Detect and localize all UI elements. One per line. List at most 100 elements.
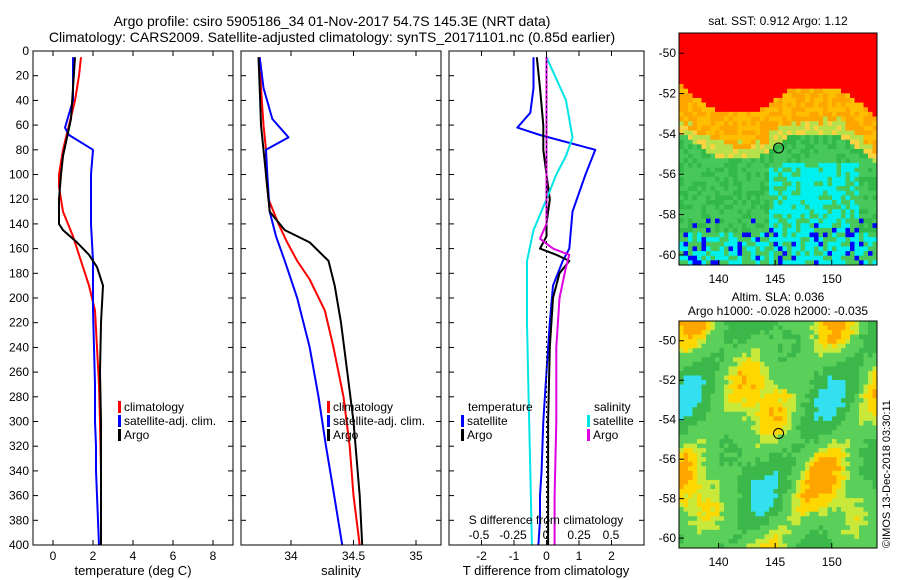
map-cell xyxy=(809,255,815,261)
legend-swatch-argo xyxy=(118,429,121,441)
map-cell xyxy=(773,479,779,485)
map-cell xyxy=(791,60,797,66)
map-cell xyxy=(827,520,833,526)
map-cell xyxy=(724,361,729,367)
map-cell xyxy=(850,88,855,94)
map-cell xyxy=(742,79,747,85)
map-cell xyxy=(827,538,833,544)
credit-text: ©IMOS 13-Dec-2018 03:30:11 xyxy=(881,400,893,548)
map-cell xyxy=(742,190,747,196)
map-cell xyxy=(868,461,873,467)
map-cell xyxy=(827,88,833,94)
map-cell xyxy=(683,186,689,192)
map-cell xyxy=(868,111,873,117)
map-cell xyxy=(746,357,752,363)
map-cell xyxy=(706,493,711,499)
map-cell xyxy=(742,97,747,103)
map-cell xyxy=(859,255,864,261)
map-cell xyxy=(688,74,693,80)
map-cell xyxy=(845,111,851,117)
map-cell xyxy=(845,461,851,467)
map-cell xyxy=(679,511,684,517)
map-cell xyxy=(692,425,698,431)
map-cell xyxy=(841,195,846,201)
map-cell xyxy=(764,330,770,336)
map-cell xyxy=(679,502,684,508)
map-cell xyxy=(872,246,878,252)
map-cell xyxy=(697,195,702,201)
map-cell xyxy=(854,393,860,399)
legend-swatch-s-argo xyxy=(587,429,590,441)
legend-swatch-satellite-adj xyxy=(118,415,121,427)
map-cell xyxy=(697,42,702,48)
map-cell xyxy=(818,488,824,494)
map-cell xyxy=(791,452,797,458)
map-cell xyxy=(859,237,864,243)
map-cell xyxy=(692,200,698,206)
map-cell xyxy=(701,51,707,57)
map-cell xyxy=(836,484,842,490)
map-cell xyxy=(710,130,716,136)
map-cell xyxy=(710,502,716,508)
map-cell xyxy=(827,493,833,499)
map-cell xyxy=(778,195,783,201)
map-cell xyxy=(688,213,693,219)
map-cell xyxy=(854,352,860,358)
map-cell xyxy=(832,190,837,196)
map-cell xyxy=(796,334,801,340)
map-cell xyxy=(836,84,842,90)
map-cell xyxy=(733,93,738,99)
map-cell xyxy=(818,484,824,490)
map-cell xyxy=(751,33,756,39)
map-cell xyxy=(796,507,801,513)
map-cell xyxy=(791,348,797,354)
map-cell xyxy=(773,420,779,426)
map-cell xyxy=(809,102,815,108)
map-cell xyxy=(841,366,846,372)
map-cell xyxy=(679,448,684,454)
map-cell xyxy=(863,470,869,476)
map-cell xyxy=(800,107,806,113)
map-cell xyxy=(719,88,725,94)
map-cell xyxy=(764,237,770,243)
map-cell xyxy=(787,470,792,476)
map-cell xyxy=(787,448,792,454)
map-cell xyxy=(868,65,873,71)
map-cell xyxy=(706,130,711,136)
map-cell xyxy=(800,348,806,354)
map-cell xyxy=(850,237,855,243)
map-cell xyxy=(778,330,783,336)
map-cell xyxy=(778,443,783,449)
map-cell xyxy=(742,251,747,257)
y-tick-label: 280 xyxy=(9,390,29,404)
map-cell xyxy=(787,200,792,206)
map-cell xyxy=(746,429,752,435)
map-cell xyxy=(814,213,819,219)
map-cell xyxy=(715,204,720,210)
map-cell xyxy=(850,402,855,408)
map-cell xyxy=(845,357,851,363)
map-cell xyxy=(841,56,846,62)
map-cell xyxy=(719,493,725,499)
map-cell xyxy=(787,74,792,80)
map-cell xyxy=(823,74,828,80)
map-cell xyxy=(836,88,842,94)
map-cell xyxy=(782,70,788,76)
map-cell xyxy=(764,186,770,192)
map-cell xyxy=(791,434,797,440)
map-cell xyxy=(859,525,864,531)
map-cell xyxy=(697,37,702,43)
map-cell xyxy=(760,334,765,340)
map-cell xyxy=(872,60,878,66)
y-tick-label: 120 xyxy=(9,192,29,206)
map-cell xyxy=(832,507,837,513)
map-cell xyxy=(755,325,761,331)
map-cell xyxy=(787,213,792,219)
map-cell xyxy=(787,538,792,544)
map-cell xyxy=(791,507,797,513)
map-cell xyxy=(764,516,770,522)
sst-map-y-ticks: -50-52-54-56-58-60 xyxy=(659,46,684,262)
map-cell xyxy=(827,434,833,440)
map-cell xyxy=(827,475,833,481)
map-cell xyxy=(859,125,864,131)
